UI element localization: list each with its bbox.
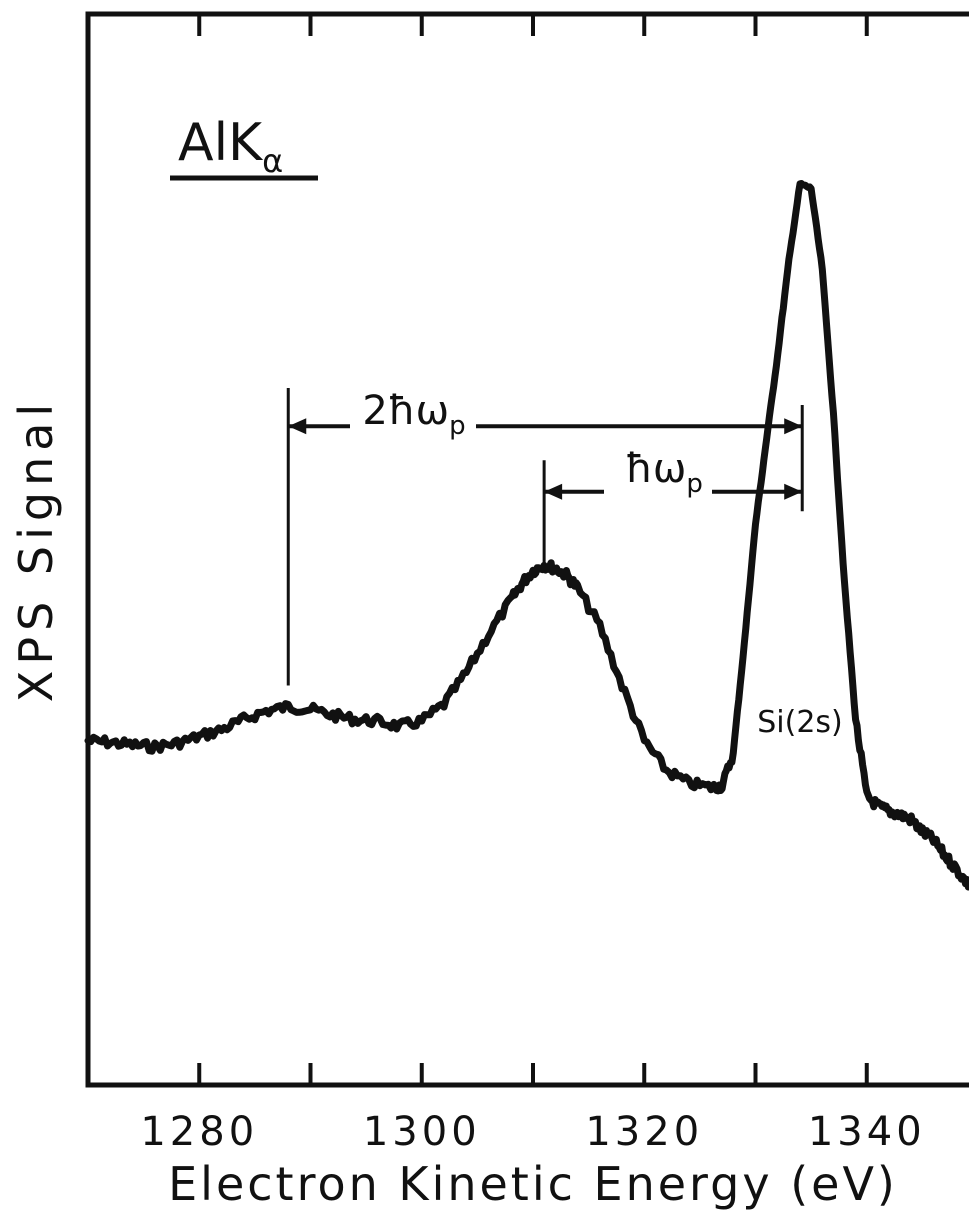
plot-frame — [85, 11, 969, 1088]
x-tick-label: 1320 — [585, 1109, 703, 1155]
annotation-one-plasmon: ħωp — [625, 446, 703, 499]
annotation-si2s: Si(2s) — [757, 705, 843, 740]
x-axis-tick-labels: 1280 1300 1320 1340 — [140, 1109, 926, 1155]
one-plasmon-arrowhead-right — [784, 483, 803, 500]
y-axis-label: XPS Signal — [9, 398, 63, 702]
source-label-sub: α — [262, 142, 283, 180]
two-plasmon-arrowhead-right — [784, 418, 803, 435]
one-plasmon-arrowhead-left — [544, 483, 563, 500]
source-label-main: AlK — [178, 113, 264, 173]
svg-text:AlKα: AlKα — [178, 113, 283, 180]
x-tick-label: 1280 — [140, 1109, 258, 1155]
x-axis-label: Electron Kinetic Energy (eV) — [168, 1157, 898, 1211]
source-label: AlKα — [170, 113, 318, 181]
x-tick-label: 1300 — [363, 1109, 481, 1155]
x-axis-ticks — [197, 14, 869, 1085]
two-plasmon-arrowhead-left — [288, 418, 307, 435]
x-tick-label: 1340 — [808, 1109, 926, 1155]
series-line — [84, 180, 969, 891]
plasmon-marker-lines — [286, 388, 804, 686]
annotation-two-plasmon: 2ħωp — [362, 388, 465, 441]
